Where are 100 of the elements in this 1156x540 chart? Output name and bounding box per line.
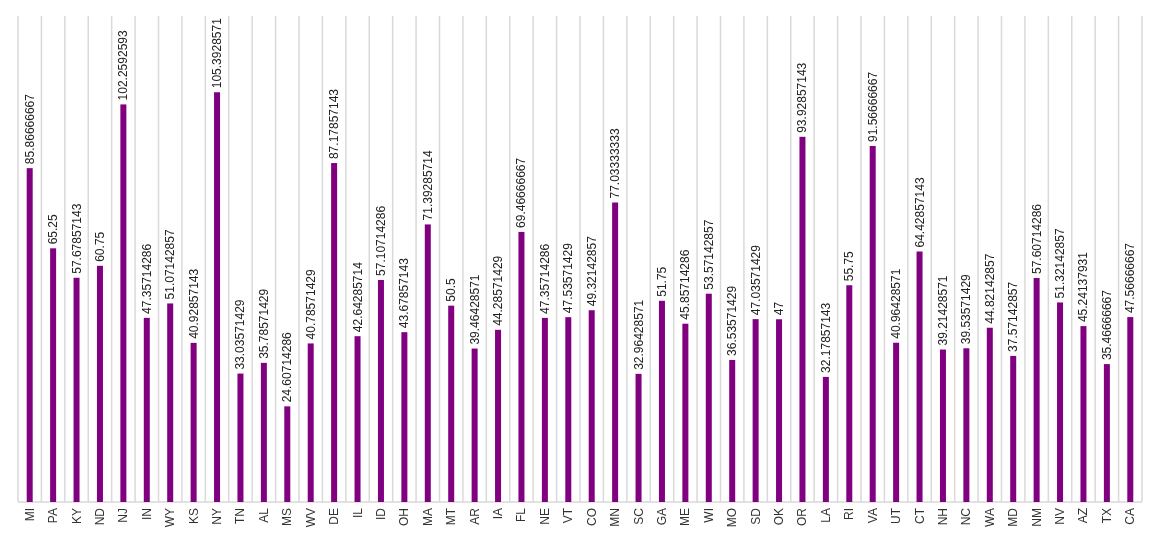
x-tick-label: AL (256, 507, 271, 523)
bar (541, 317, 548, 502)
x-tick-label: OR (795, 507, 810, 526)
data-label: 39.21428571 (935, 275, 950, 346)
bar (424, 224, 431, 502)
bar (96, 265, 103, 502)
data-label: 87.17857143 (327, 88, 342, 160)
data-label: 47.35714286 (537, 243, 552, 314)
data-label: 102.2592593 (116, 30, 131, 101)
data-label: 69.46666667 (514, 157, 529, 228)
bar (518, 231, 525, 502)
bar (963, 348, 970, 502)
data-label: 40.78571429 (303, 269, 318, 340)
x-tick-label: NM (1029, 508, 1044, 527)
data-label: 85.86666667 (22, 93, 37, 165)
bar (120, 104, 127, 502)
x-tick-label: MT (444, 507, 459, 526)
x-tick-label: KS (186, 508, 201, 525)
data-label: 51.07142857 (163, 229, 178, 300)
bar (869, 145, 876, 502)
bar (190, 342, 197, 502)
bar (986, 327, 993, 502)
x-tick-label: AZ (1076, 508, 1091, 524)
bar (846, 285, 853, 502)
bar (658, 300, 665, 502)
x-tick-label: ME (678, 508, 693, 526)
bar (448, 305, 455, 502)
x-tick-label: NH (935, 508, 950, 526)
bar (1033, 278, 1040, 502)
bar (1127, 317, 1134, 502)
x-tick-label: WI (701, 508, 716, 523)
data-label: 93.92857143 (795, 62, 810, 133)
data-label: 32.17857143 (818, 302, 833, 373)
data-label: 51.32142857 (1053, 228, 1068, 299)
bar (705, 293, 712, 502)
data-label: 64.42857143 (912, 177, 927, 248)
x-tick-label: SC (631, 507, 646, 525)
x-tick-label: FL (514, 507, 529, 523)
bar (776, 319, 783, 502)
x-tick-label: LA (818, 508, 833, 523)
x-tick-label: NY (210, 508, 225, 525)
data-label: 105.3928571 (210, 17, 225, 89)
data-label: 47.35714286 (139, 243, 154, 314)
bar (167, 303, 174, 502)
x-tick-label: WA (982, 508, 997, 527)
x-tick-label: PA (46, 508, 61, 524)
x-tick-label: NV (1053, 508, 1068, 525)
bar (588, 310, 595, 502)
data-label: 57.10714286 (373, 205, 388, 276)
x-tick-label: VT (561, 507, 576, 524)
x-tick-label: MO (725, 508, 740, 528)
x-tick-label: AR (467, 507, 482, 525)
x-tick-label: GA (654, 508, 669, 526)
data-label: 33.03571429 (233, 299, 248, 370)
data-label: 32.96428571 (631, 299, 646, 370)
x-tick-label: SD (748, 507, 763, 525)
data-label: 44.28571429 (491, 255, 506, 326)
x-tick-label: NC (959, 507, 974, 526)
x-tick-label: CO (584, 508, 599, 526)
data-label: 51.75 (654, 266, 669, 297)
bar (799, 136, 806, 502)
x-tick-label: NE (537, 508, 552, 525)
bar (822, 376, 829, 502)
x-tick-label: VA (865, 508, 880, 524)
data-label: 47 (772, 301, 787, 316)
bar (284, 406, 291, 502)
data-label: 47.53571429 (561, 242, 576, 314)
bar (377, 279, 384, 502)
bar (1057, 302, 1064, 502)
x-tick-label: ND (92, 507, 107, 526)
data-label: 35.46666667 (1099, 289, 1114, 361)
x-tick-label: MI (22, 508, 37, 522)
data-label: 71.39285714 (420, 150, 435, 221)
data-label: 44.82142857 (982, 253, 997, 324)
data-label: 40.96428571 (889, 268, 904, 339)
x-tick-label: ID (373, 507, 388, 520)
bar (143, 317, 150, 502)
bar (752, 319, 759, 502)
x-tick-label: MD (1006, 507, 1021, 527)
x-tick-label: DE (327, 508, 342, 525)
bar (237, 373, 244, 502)
bar (1080, 326, 1087, 502)
data-label: 42.64285714 (350, 261, 365, 333)
x-tick-label: UT (889, 507, 904, 524)
bar (893, 342, 900, 502)
data-label: 57.60714286 (1029, 203, 1044, 275)
x-tick-label: OK (772, 508, 787, 526)
bar (331, 163, 338, 502)
data-label: 35.78571429 (256, 288, 271, 359)
bar (939, 349, 946, 502)
data-label: 60.75 (92, 231, 107, 262)
data-label: 45.24137931 (1076, 251, 1091, 323)
bar (1103, 364, 1110, 502)
bar (682, 323, 689, 502)
data-label: 55.75 (842, 250, 857, 282)
x-tick-label: NJ (116, 508, 131, 523)
bar (612, 202, 619, 502)
bar (635, 373, 642, 502)
x-tick-label: RI (842, 508, 857, 520)
bar (354, 336, 361, 502)
